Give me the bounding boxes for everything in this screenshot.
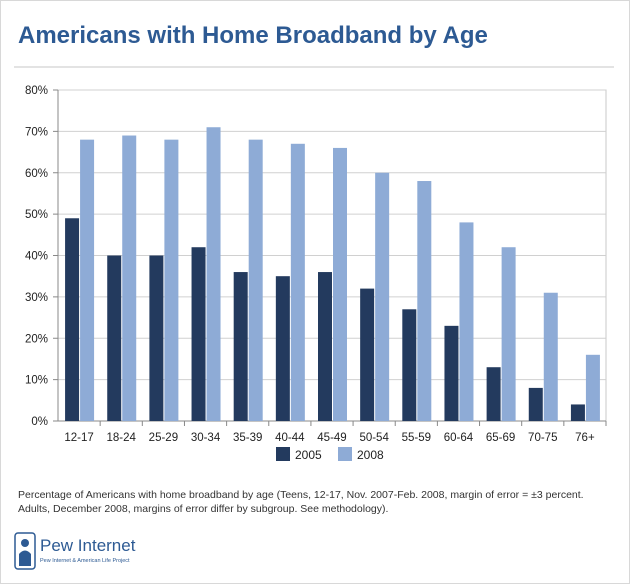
y-tick-label: 50% <box>25 209 48 221</box>
bar-2005 <box>360 288 375 421</box>
chart-title: Americans with Home Broadband by Age <box>18 22 488 49</box>
bar-2008 <box>122 135 137 421</box>
bar-2005 <box>149 255 164 421</box>
bar-2008 <box>164 139 179 421</box>
x-tick-label: 76+ <box>575 432 595 444</box>
x-tick-label: 45-49 <box>317 432 346 444</box>
bar-2005 <box>486 367 501 421</box>
bar-2005 <box>318 272 332 421</box>
x-tick-label: 30-34 <box>191 432 221 444</box>
y-tick-label: 80% <box>25 85 48 97</box>
bar-2008 <box>80 139 95 421</box>
y-tick-label: 40% <box>25 251 48 263</box>
x-tick-label: 12-17 <box>64 432 93 444</box>
x-tick-label: 60-64 <box>444 432 474 444</box>
x-tick-label: 70-75 <box>528 432 557 444</box>
x-tick-label: 40-44 <box>275 432 305 444</box>
bar-2005 <box>233 272 248 421</box>
chart-note: Percentage of Americans with home broadb… <box>18 489 584 515</box>
y-tick-label: 60% <box>25 168 48 180</box>
bar-2008 <box>501 247 516 421</box>
bar-2005 <box>275 276 290 421</box>
bar-2005 <box>65 218 80 421</box>
legend-swatch-2008 <box>338 447 352 461</box>
x-tick-label: 50-54 <box>359 432 389 444</box>
pew-logo-icon <box>14 532 36 570</box>
y-tick-label: 70% <box>25 126 48 138</box>
logo-tagline: Pew Internet & American Life Project <box>40 558 130 564</box>
logo-name: Pew Internet <box>40 536 136 555</box>
x-tick-label: 65-69 <box>486 432 515 444</box>
y-tick-label: 20% <box>25 333 48 345</box>
bar-2005 <box>191 247 206 421</box>
bar-2008 <box>459 222 474 421</box>
bar-2005 <box>570 404 585 421</box>
legend-swatch-2005 <box>276 447 290 461</box>
y-tick-label: 0% <box>31 416 48 428</box>
bar-chart: 0% 10% 20% 30% 40% 50% 60% 70% 80% 12-17 18-24 25-2… <box>25 85 607 462</box>
y-tick-label: 10% <box>25 375 48 387</box>
x-tick-label: 25-29 <box>149 432 178 444</box>
bar-2008 <box>417 181 432 421</box>
x-tick-label: 18-24 <box>107 432 137 444</box>
legend-label-2008: 2008 <box>357 448 384 462</box>
bar-2005 <box>107 255 122 421</box>
pew-internet-logo: Pew Internet Pew Internet & American Lif… <box>14 532 164 576</box>
x-tick-label: 55-59 <box>402 432 431 444</box>
x-tick-label: 35-39 <box>233 432 262 444</box>
legend-label-2005: 2005 <box>295 448 322 462</box>
y-tick-label: 30% <box>25 292 48 304</box>
bar-2005 <box>402 309 417 421</box>
title-divider <box>14 66 614 68</box>
bar-2008 <box>543 292 558 421</box>
bar-2005 <box>528 387 543 421</box>
bar-2008 <box>290 143 305 421</box>
bar-2005 <box>444 325 459 421</box>
bar-2008 <box>206 127 221 422</box>
bar-2008 <box>585 354 600 421</box>
bar-2008 <box>375 172 390 421</box>
bar-2008 <box>333 147 347 422</box>
bar-2008 <box>248 139 263 421</box>
